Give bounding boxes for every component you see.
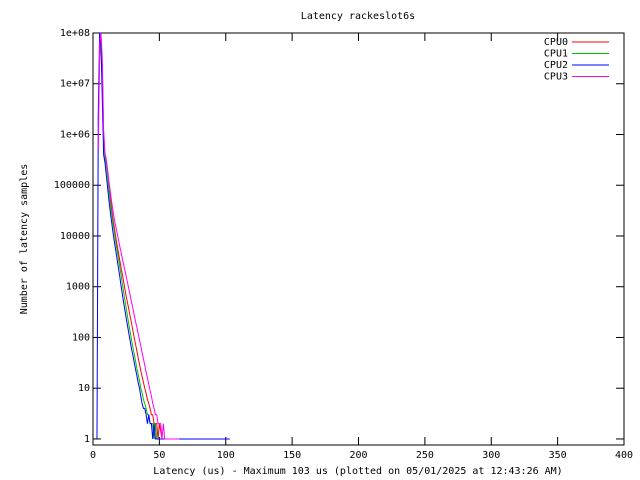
y-tick-label: 10000 <box>60 231 90 242</box>
y-tick-label: 100 <box>72 332 90 343</box>
x-tick-label: 350 <box>549 450 567 461</box>
y-tick-label: 1 <box>84 434 90 445</box>
x-tick-label: 100 <box>217 450 235 461</box>
y-tick-label: 1e+08 <box>60 28 90 39</box>
y-tick-label: 10 <box>78 383 90 394</box>
x-axis-label: Latency (us) - Maximum 103 us (plotted o… <box>153 466 562 477</box>
x-tick-label: 150 <box>283 450 301 461</box>
x-tick-label: 300 <box>482 450 500 461</box>
y-tick-label: 1000 <box>66 282 90 293</box>
y-tick-label: 1e+06 <box>60 129 90 140</box>
legend-label: CPU1 <box>544 49 568 60</box>
series-line <box>96 32 230 440</box>
legend-label: CPU3 <box>544 72 568 83</box>
series-line <box>97 35 177 440</box>
y-tick-label: 1e+07 <box>60 79 90 90</box>
chart-title: Latency rackeslot6s <box>301 11 415 22</box>
x-tick-label: 400 <box>615 450 633 461</box>
x-tick-label: 200 <box>349 450 367 461</box>
series-line <box>97 32 180 440</box>
x-tick-label: 0 <box>90 450 96 461</box>
y-tick-label: 100000 <box>54 180 90 191</box>
y-axis-label: Number of latency samples <box>19 164 30 315</box>
x-tick-label: 50 <box>153 450 165 461</box>
x-tick-label: 250 <box>416 450 434 461</box>
legend-label: CPU2 <box>544 60 568 71</box>
legend-label: CPU0 <box>544 37 568 48</box>
